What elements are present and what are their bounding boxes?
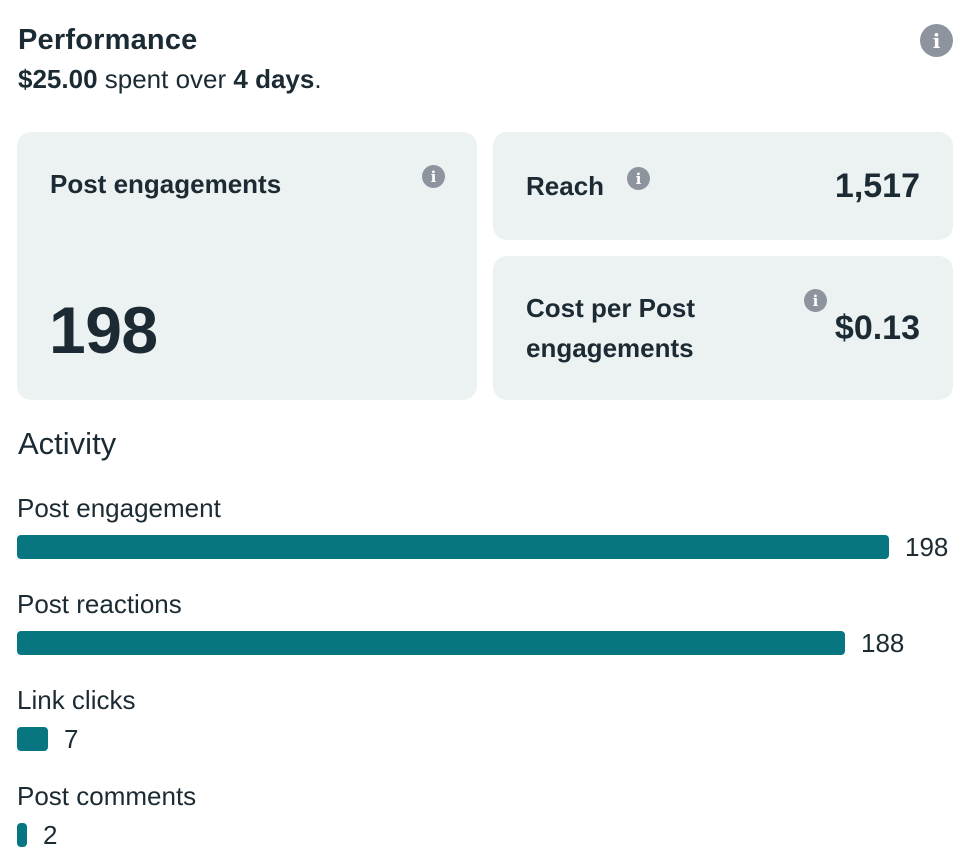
activity-count: 7 <box>64 724 79 754</box>
activity-title: Activity <box>18 426 117 461</box>
post-engagements-info-icon[interactable]: i <box>422 165 445 188</box>
activity-bar-wrap: 188 <box>17 628 904 658</box>
activity-row-post-comments: Post comments 2 <box>17 780 967 858</box>
activity-count: 188 <box>861 628 905 658</box>
cost-per-engagement-value: $0.13 <box>834 309 920 347</box>
activity-count: 2 <box>43 820 58 850</box>
post-engagements-value: 198 <box>49 293 158 367</box>
activity-row-link-clicks: Link clicks 7 <box>17 684 967 780</box>
spend-days: 4 days <box>233 64 315 94</box>
spend-period: . <box>314 64 322 94</box>
activity-bar <box>17 727 48 751</box>
activity-label: Post engagement <box>17 493 221 523</box>
activity-row-post-reactions: Post reactions 188 <box>17 588 967 684</box>
activity-count: 198 <box>905 532 949 562</box>
activity-label: Post reactions <box>17 589 182 619</box>
post-engagements-label: Post engagements <box>50 169 282 199</box>
cost-per-engagement-info-icon[interactable]: i <box>804 289 827 312</box>
spend-amount: $25.00 <box>18 64 98 94</box>
spend-summary: $25.00 spent over 4 days. <box>18 64 322 95</box>
reach-label: Reach <box>526 171 605 201</box>
reach-value: 1,517 <box>834 167 920 205</box>
activity-bar <box>17 823 27 847</box>
cost-per-engagement-label: Cost per Post engagements <box>526 293 696 363</box>
post-engagements-card: Post engagements i 198 <box>17 132 477 400</box>
reach-card: Reach i 1,517 <box>493 132 953 240</box>
activity-bar-wrap: 7 <box>17 724 78 754</box>
activity-bar-wrap: 198 <box>17 532 948 562</box>
activity-label: Link clicks <box>17 685 136 715</box>
activity-bar <box>17 535 889 559</box>
cost-per-engagement-card: Cost per Post engagements i $0.13 <box>493 256 953 400</box>
spend-middle-text: spent over <box>97 64 234 94</box>
performance-info-icon[interactable]: i <box>920 24 953 57</box>
performance-title: Performance <box>18 24 198 56</box>
activity-row-post-engagement: Post engagement 198 <box>17 492 967 588</box>
activity-bar-wrap: 2 <box>17 820 57 850</box>
activity-label: Post comments <box>17 781 197 811</box>
reach-info-icon[interactable]: i <box>627 167 650 190</box>
activity-bar <box>17 631 845 655</box>
